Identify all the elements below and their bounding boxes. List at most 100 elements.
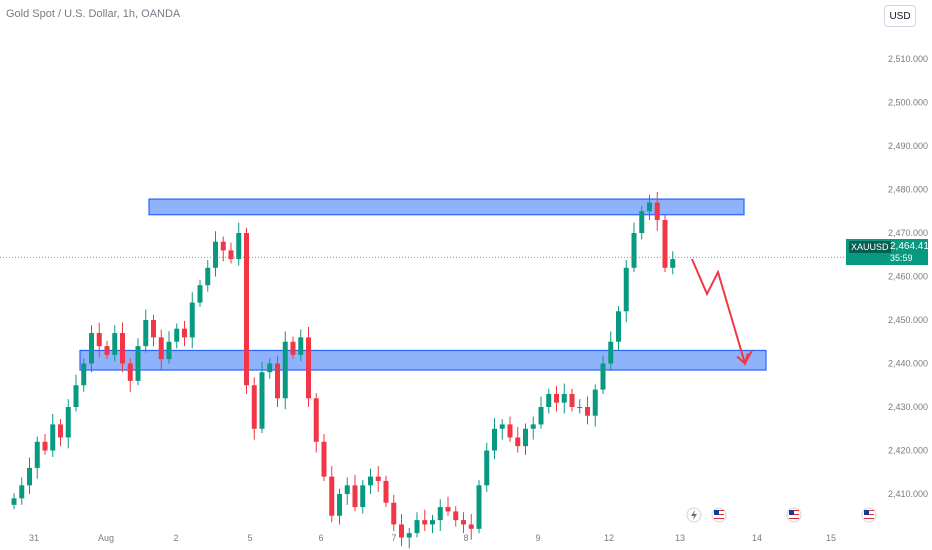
candle-body [19,485,25,499]
candle-body [670,259,676,268]
x-tick-label: 2 [173,533,178,543]
x-tick-label: 13 [675,533,685,543]
candle-body [538,407,544,425]
candle-body [468,524,474,529]
currency-button[interactable]: USD [884,5,916,27]
candle-body [453,511,459,521]
candle-body [499,424,505,429]
y-tick-label: 2,500.000 [888,98,928,108]
candle-body [344,485,350,494]
candle-body [600,363,606,390]
candle-body [329,476,335,516]
x-tick-label: 31 [29,533,39,543]
support-zone [79,349,767,371]
candle-body [515,437,521,447]
current-price-tag: XAUUSD 2,464.415 35:59 [846,239,932,265]
candle-body [251,385,257,429]
candle-body [561,393,567,403]
y-tick-label: 2,430.000 [888,402,928,412]
candle-body [244,233,249,386]
x-tick-label: Aug [98,533,114,543]
candle-body [89,333,94,364]
candle-body [662,219,668,268]
candle-body [313,398,319,442]
y-tick-label: 2,480.000 [888,185,928,195]
candle-body [631,233,637,268]
bar-countdown: 35:59 [890,253,913,263]
candle-body [220,241,226,251]
x-tick-label: 15 [826,533,836,543]
y-tick-label: 2,410.000 [888,489,928,499]
candle-body [11,498,17,505]
candle-body [321,441,327,477]
resistance-zone [148,198,745,216]
candle-body [96,333,102,347]
candle-body [639,211,645,233]
candle-body [585,407,590,416]
y-tick-label: 2,470.000 [888,228,928,238]
current-price-value: 2,464.415 [890,241,932,252]
candle-body [42,441,48,451]
candle-body [135,346,141,381]
x-tick-label: 14 [752,533,762,543]
candle-body [182,328,187,338]
candle-body [445,507,451,512]
candle-body [530,424,536,429]
x-tick-label: 5 [247,533,252,543]
candle-body [577,407,583,408]
candle-body [166,341,172,360]
candle-body [375,476,381,481]
candle-body [81,363,87,386]
candle-body [259,372,265,429]
candle-body [205,267,211,286]
candle-body [507,424,513,438]
candle-body [189,302,195,338]
y-tick-label: 2,450.000 [888,315,928,325]
candle-body [298,337,304,355]
candle-body [127,363,133,381]
candle-body [368,476,373,486]
chart-title: Gold Spot / U.S. Dollar, 1h, OANDA [6,8,181,20]
candle-body [360,485,366,508]
candle-body [151,320,156,338]
candle-body [414,520,420,534]
candle-body [437,507,443,521]
x-tick-label: 8 [463,533,468,543]
candle-body [213,241,218,268]
candle-body [476,485,482,529]
candle-body [461,520,466,525]
flash-icon [686,507,702,523]
x-tick-label: 9 [535,533,540,543]
candle-body [112,333,118,355]
candle-body [290,341,296,355]
symbol-label: XAUUSD [849,241,891,253]
candle-body [492,428,497,451]
candle-body [65,407,71,438]
candle-body [267,363,273,373]
candle-body [104,346,110,355]
candle-body [158,337,164,360]
candle-body [236,233,242,260]
candle-body [523,428,528,447]
candle-body [34,441,40,468]
candle-body [306,337,311,399]
candle-body [73,385,79,407]
us-flag-icon [861,507,877,523]
candle-body [484,450,490,486]
candle-body [569,393,575,407]
candle-body [391,502,397,525]
candle-body [228,250,234,260]
candle-body [592,389,598,416]
candle-body [616,311,621,342]
y-tick-label: 2,490.000 [888,141,928,151]
candle-body [546,393,552,407]
candle-body [58,424,63,438]
x-tick-label: 12 [604,533,614,543]
candle-body [383,480,389,503]
us-flag-icon [711,507,727,523]
x-tick-label: 6 [318,533,323,543]
candle-body [337,494,342,516]
candle-body [143,320,149,347]
candle-body [27,467,32,486]
